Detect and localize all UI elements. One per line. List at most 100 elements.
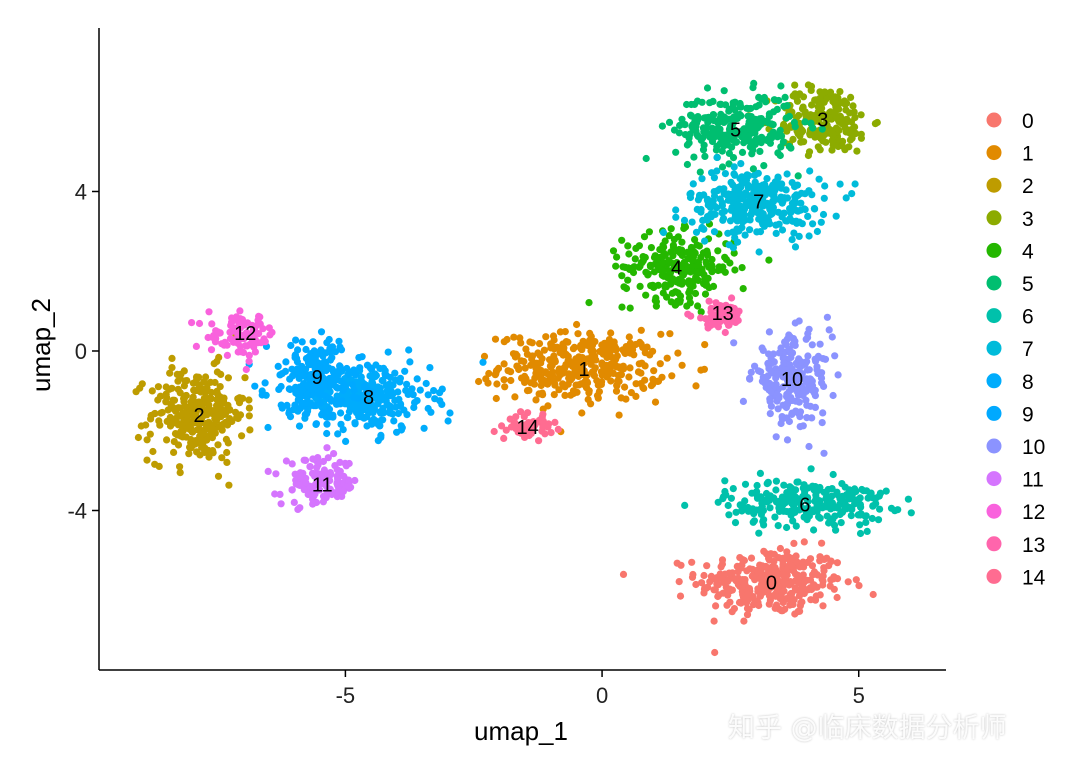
point <box>328 343 337 351</box>
point <box>647 244 656 252</box>
point <box>704 197 712 205</box>
point <box>410 403 418 412</box>
point <box>725 160 733 168</box>
point <box>223 448 231 457</box>
point <box>275 385 283 393</box>
point <box>355 413 363 421</box>
point <box>154 396 162 404</box>
cluster-3-points <box>745 81 881 160</box>
point <box>744 137 752 145</box>
point <box>696 191 704 199</box>
point <box>703 129 711 137</box>
point <box>765 112 773 120</box>
point <box>181 402 189 410</box>
point <box>659 289 667 297</box>
cluster-label-5: 5 <box>730 120 741 142</box>
point <box>857 111 865 119</box>
point <box>192 376 201 384</box>
point <box>148 387 156 395</box>
point <box>238 316 247 324</box>
point <box>754 587 762 596</box>
point <box>521 364 529 372</box>
point <box>480 352 489 360</box>
point <box>162 390 170 398</box>
point <box>323 429 331 438</box>
point <box>734 238 742 246</box>
point <box>800 505 808 513</box>
point <box>203 436 211 444</box>
point <box>326 356 334 364</box>
point <box>845 495 853 503</box>
point <box>549 332 558 340</box>
point <box>422 379 430 388</box>
point <box>825 326 833 334</box>
point <box>772 380 780 389</box>
point <box>722 101 730 109</box>
point <box>794 172 802 180</box>
point <box>780 496 789 504</box>
point <box>334 474 342 482</box>
point <box>820 449 828 457</box>
point <box>245 404 253 412</box>
point <box>681 121 689 129</box>
point <box>225 481 233 489</box>
point <box>737 599 745 607</box>
point <box>599 345 607 353</box>
legend-swatch-2 <box>986 177 1002 193</box>
point <box>302 478 310 487</box>
point <box>795 317 803 325</box>
point <box>792 94 801 102</box>
point <box>626 304 634 312</box>
point <box>753 192 761 200</box>
point <box>535 340 544 348</box>
point <box>857 503 865 511</box>
point <box>211 413 219 421</box>
legend-swatch-13 <box>986 536 1002 552</box>
point <box>180 394 188 403</box>
cluster-label-7: 7 <box>753 191 764 213</box>
point <box>691 289 700 298</box>
point <box>762 98 770 106</box>
point <box>777 143 785 151</box>
point <box>718 575 726 583</box>
point <box>197 401 205 409</box>
point <box>726 587 734 595</box>
point <box>819 602 827 610</box>
point <box>291 352 299 360</box>
point <box>637 326 645 334</box>
point <box>752 183 761 191</box>
point <box>198 443 206 451</box>
point <box>728 197 736 205</box>
point <box>708 255 716 264</box>
point <box>288 486 296 494</box>
point <box>825 499 833 507</box>
point <box>765 328 774 336</box>
point <box>775 220 783 228</box>
point <box>281 367 289 375</box>
point <box>369 379 377 387</box>
point <box>775 195 783 203</box>
point <box>659 228 668 237</box>
point <box>780 578 788 587</box>
point <box>686 268 695 276</box>
point <box>828 333 836 341</box>
point <box>285 409 293 417</box>
point <box>755 248 763 256</box>
point <box>835 105 843 113</box>
point <box>832 526 840 534</box>
point <box>632 392 640 400</box>
point <box>746 226 754 234</box>
legend-label-10: 10 <box>1022 436 1045 459</box>
point <box>207 429 215 437</box>
point <box>836 180 844 188</box>
point <box>149 447 157 456</box>
point <box>680 258 688 266</box>
point <box>692 127 700 135</box>
point <box>296 393 304 401</box>
point <box>848 190 856 198</box>
point <box>312 420 320 428</box>
legend-swatch-10 <box>986 438 1002 454</box>
point <box>637 369 645 377</box>
point <box>672 213 680 221</box>
point <box>475 377 483 386</box>
